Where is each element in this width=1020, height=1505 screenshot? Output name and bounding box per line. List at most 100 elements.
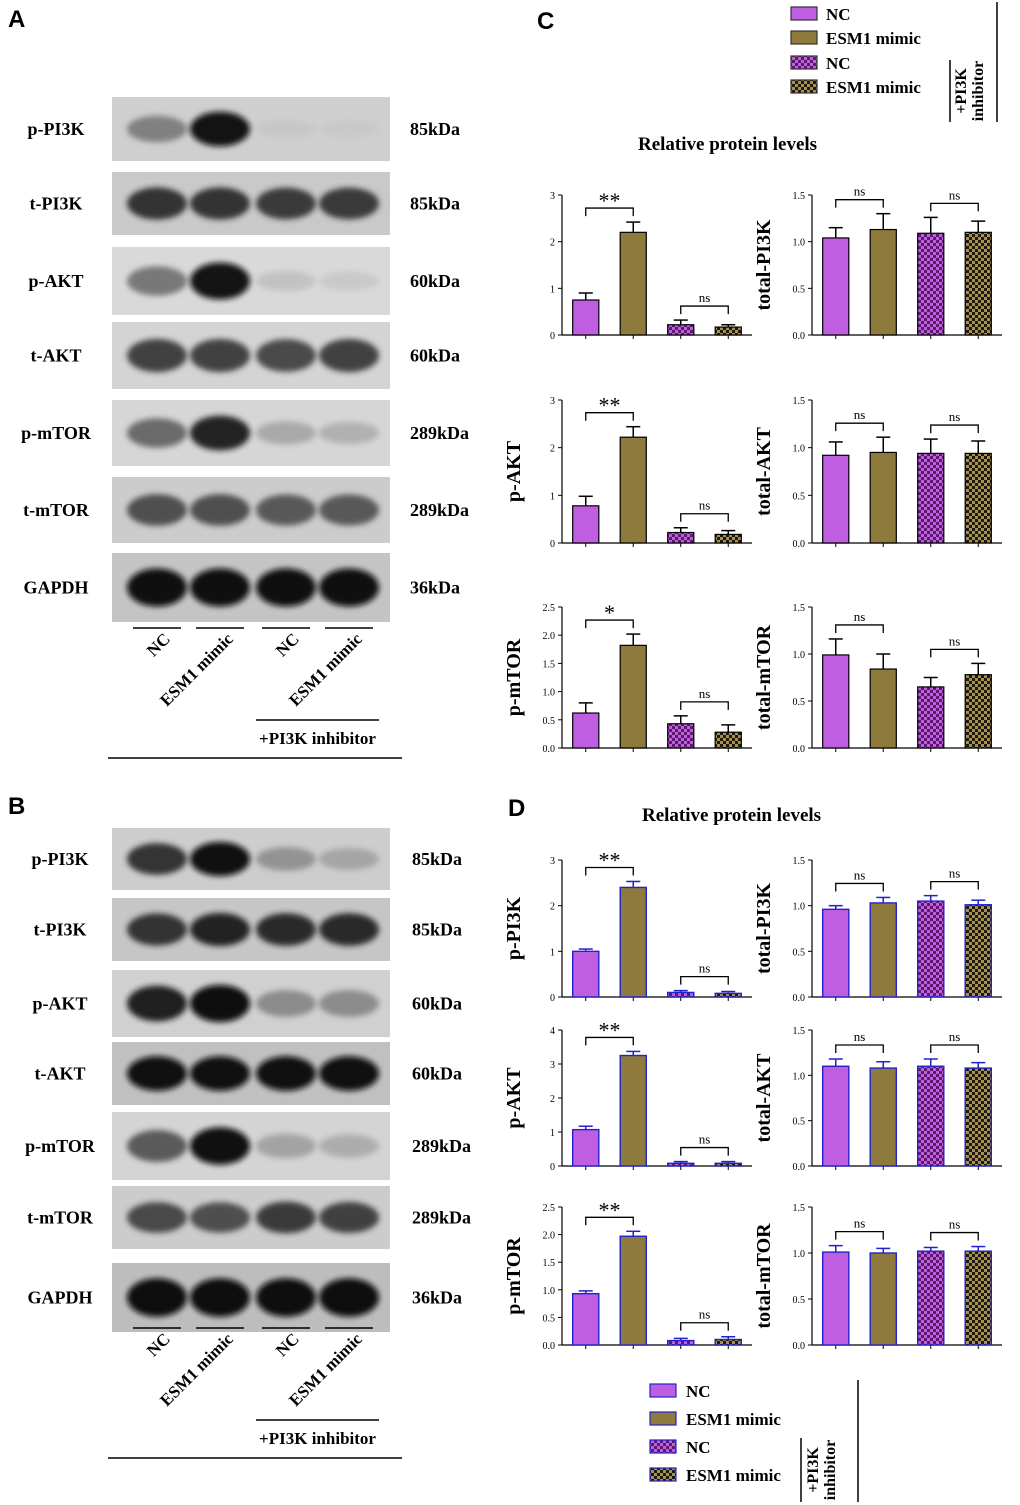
y-tick-label: 0.0 bbox=[793, 744, 806, 755]
bar bbox=[667, 324, 695, 336]
blot-row-label: t-PI3K bbox=[30, 194, 83, 214]
inhibitor-label: +PI3K inhibitor bbox=[259, 1429, 376, 1448]
sig-label: ns bbox=[949, 1029, 961, 1044]
inhibitor-label: +PI3K inhibitor bbox=[259, 729, 376, 748]
y-axis-label: total-AKT bbox=[753, 426, 775, 516]
kda-label: 36kDa bbox=[412, 1288, 462, 1308]
blot-band bbox=[319, 1201, 379, 1234]
y-axis-label: total-mTOR bbox=[753, 1223, 775, 1329]
blot-panel-a: p-PI3K 85kDa t-PI3K 85kDa p-AKT 60kDa t-AKT 60k… bbox=[21, 97, 469, 759]
blot-band bbox=[319, 1278, 379, 1317]
blot-band bbox=[127, 338, 187, 373]
bar bbox=[964, 1250, 993, 1346]
blot-band bbox=[319, 494, 379, 526]
kda-label: 85kDa bbox=[412, 920, 462, 940]
bar bbox=[619, 1235, 648, 1346]
y-tick-label: 0.5 bbox=[793, 491, 806, 502]
legend-bracket-line: inhibitor bbox=[970, 61, 987, 121]
bar bbox=[821, 1251, 850, 1346]
blot-band bbox=[256, 1201, 316, 1234]
bar-chart: 0 1 2 3 ** ns p-PI3K bbox=[503, 847, 752, 1004]
sig-label: ns bbox=[854, 1029, 866, 1044]
bar bbox=[572, 712, 600, 749]
legend-swatch bbox=[649, 1439, 677, 1454]
y-tick-label: 0.5 bbox=[793, 284, 806, 295]
blot-band bbox=[190, 111, 250, 147]
sig-bracket bbox=[585, 207, 634, 217]
y-tick-label: 1 bbox=[550, 491, 555, 502]
lane-label: NC bbox=[272, 629, 303, 660]
sig-bracket bbox=[680, 305, 729, 315]
blot-row-label: t-PI3K bbox=[34, 920, 87, 940]
legend-label: NC bbox=[686, 1382, 711, 1401]
blot-band bbox=[256, 1133, 316, 1159]
y-tick-label: 1 bbox=[550, 284, 555, 295]
legend-label: NC bbox=[686, 1438, 711, 1457]
legend-bracket-label: +PI3Kinhibitor bbox=[805, 1440, 839, 1500]
y-tick-label: 1.5 bbox=[793, 1026, 806, 1037]
y-tick-label: 0.5 bbox=[543, 1313, 556, 1324]
sig-label: ** bbox=[599, 393, 621, 418]
bar-chart: 0.0 0.5 1.0 1.5 ns ns total-PI3K bbox=[753, 856, 1002, 1004]
sig-bracket bbox=[835, 422, 884, 432]
blot-band bbox=[127, 568, 187, 607]
bar bbox=[571, 1128, 600, 1167]
legend-label: ESM1 mimic bbox=[686, 1466, 781, 1485]
bar bbox=[916, 1250, 945, 1346]
blot-band bbox=[190, 338, 250, 373]
sig-label: ns bbox=[699, 290, 711, 305]
blot-band bbox=[256, 847, 316, 871]
blot-band bbox=[256, 568, 316, 607]
blot-band bbox=[127, 985, 187, 1022]
bar-chart: 0.0 0.5 1.0 1.5 ns ns total-PI3K bbox=[753, 184, 1002, 342]
y-tick-label: 1.5 bbox=[793, 1203, 806, 1214]
bar bbox=[619, 886, 648, 998]
y-tick-label: 0.5 bbox=[793, 947, 806, 958]
sig-bracket bbox=[680, 1146, 729, 1156]
sig-label: ns bbox=[699, 686, 711, 701]
legend-label: ESM1 mimic bbox=[686, 1410, 781, 1429]
blot-band bbox=[127, 1278, 187, 1317]
bar bbox=[666, 991, 695, 998]
y-axis-label: total-PI3K bbox=[753, 883, 775, 975]
bar bbox=[822, 454, 850, 544]
blot-band bbox=[319, 271, 379, 291]
blot-band bbox=[127, 1130, 187, 1162]
bar bbox=[964, 674, 992, 749]
blot-band bbox=[319, 1056, 379, 1091]
kda-label: 60kDa bbox=[412, 994, 462, 1014]
sig-label: ** bbox=[599, 188, 621, 213]
bar bbox=[571, 950, 600, 998]
blot-row-label: t-mTOR bbox=[23, 500, 90, 520]
chart-c-title: Relative protein levels bbox=[638, 134, 818, 155]
sig-label: ns bbox=[949, 409, 961, 424]
sig-label: ns bbox=[949, 633, 961, 648]
blot-band bbox=[190, 912, 250, 947]
kda-label: 85kDa bbox=[410, 119, 460, 139]
y-axis-label: total-PI3K bbox=[753, 219, 775, 311]
bar bbox=[572, 505, 600, 544]
sig-label: ns bbox=[949, 1217, 961, 1232]
bar bbox=[714, 1338, 743, 1346]
blot-row-label: p-AKT bbox=[28, 271, 83, 291]
sig-label: ** bbox=[599, 1017, 621, 1042]
bar-chart: 0 1 2 3 ** ns p-AKT bbox=[503, 393, 752, 550]
bar bbox=[714, 1162, 743, 1167]
legend-swatch bbox=[649, 1467, 677, 1482]
bar bbox=[714, 326, 742, 336]
y-tick-label: 1.0 bbox=[543, 1286, 556, 1297]
bar bbox=[916, 1065, 945, 1167]
blot-band bbox=[190, 841, 250, 877]
y-tick-label: 1 bbox=[550, 947, 555, 958]
sig-label: ** bbox=[599, 1197, 621, 1222]
sig-bracket bbox=[835, 1230, 884, 1240]
blot-band bbox=[319, 187, 379, 220]
sig-label: ns bbox=[699, 1307, 711, 1322]
sig-bracket bbox=[930, 648, 979, 658]
bar bbox=[619, 436, 647, 544]
sig-label: ns bbox=[949, 866, 961, 881]
sig-bracket bbox=[835, 199, 884, 208]
kda-label: 289kDa bbox=[412, 1208, 471, 1228]
blot-row-label: t-AKT bbox=[31, 346, 82, 366]
y-tick-label: 2.5 bbox=[543, 1203, 556, 1214]
